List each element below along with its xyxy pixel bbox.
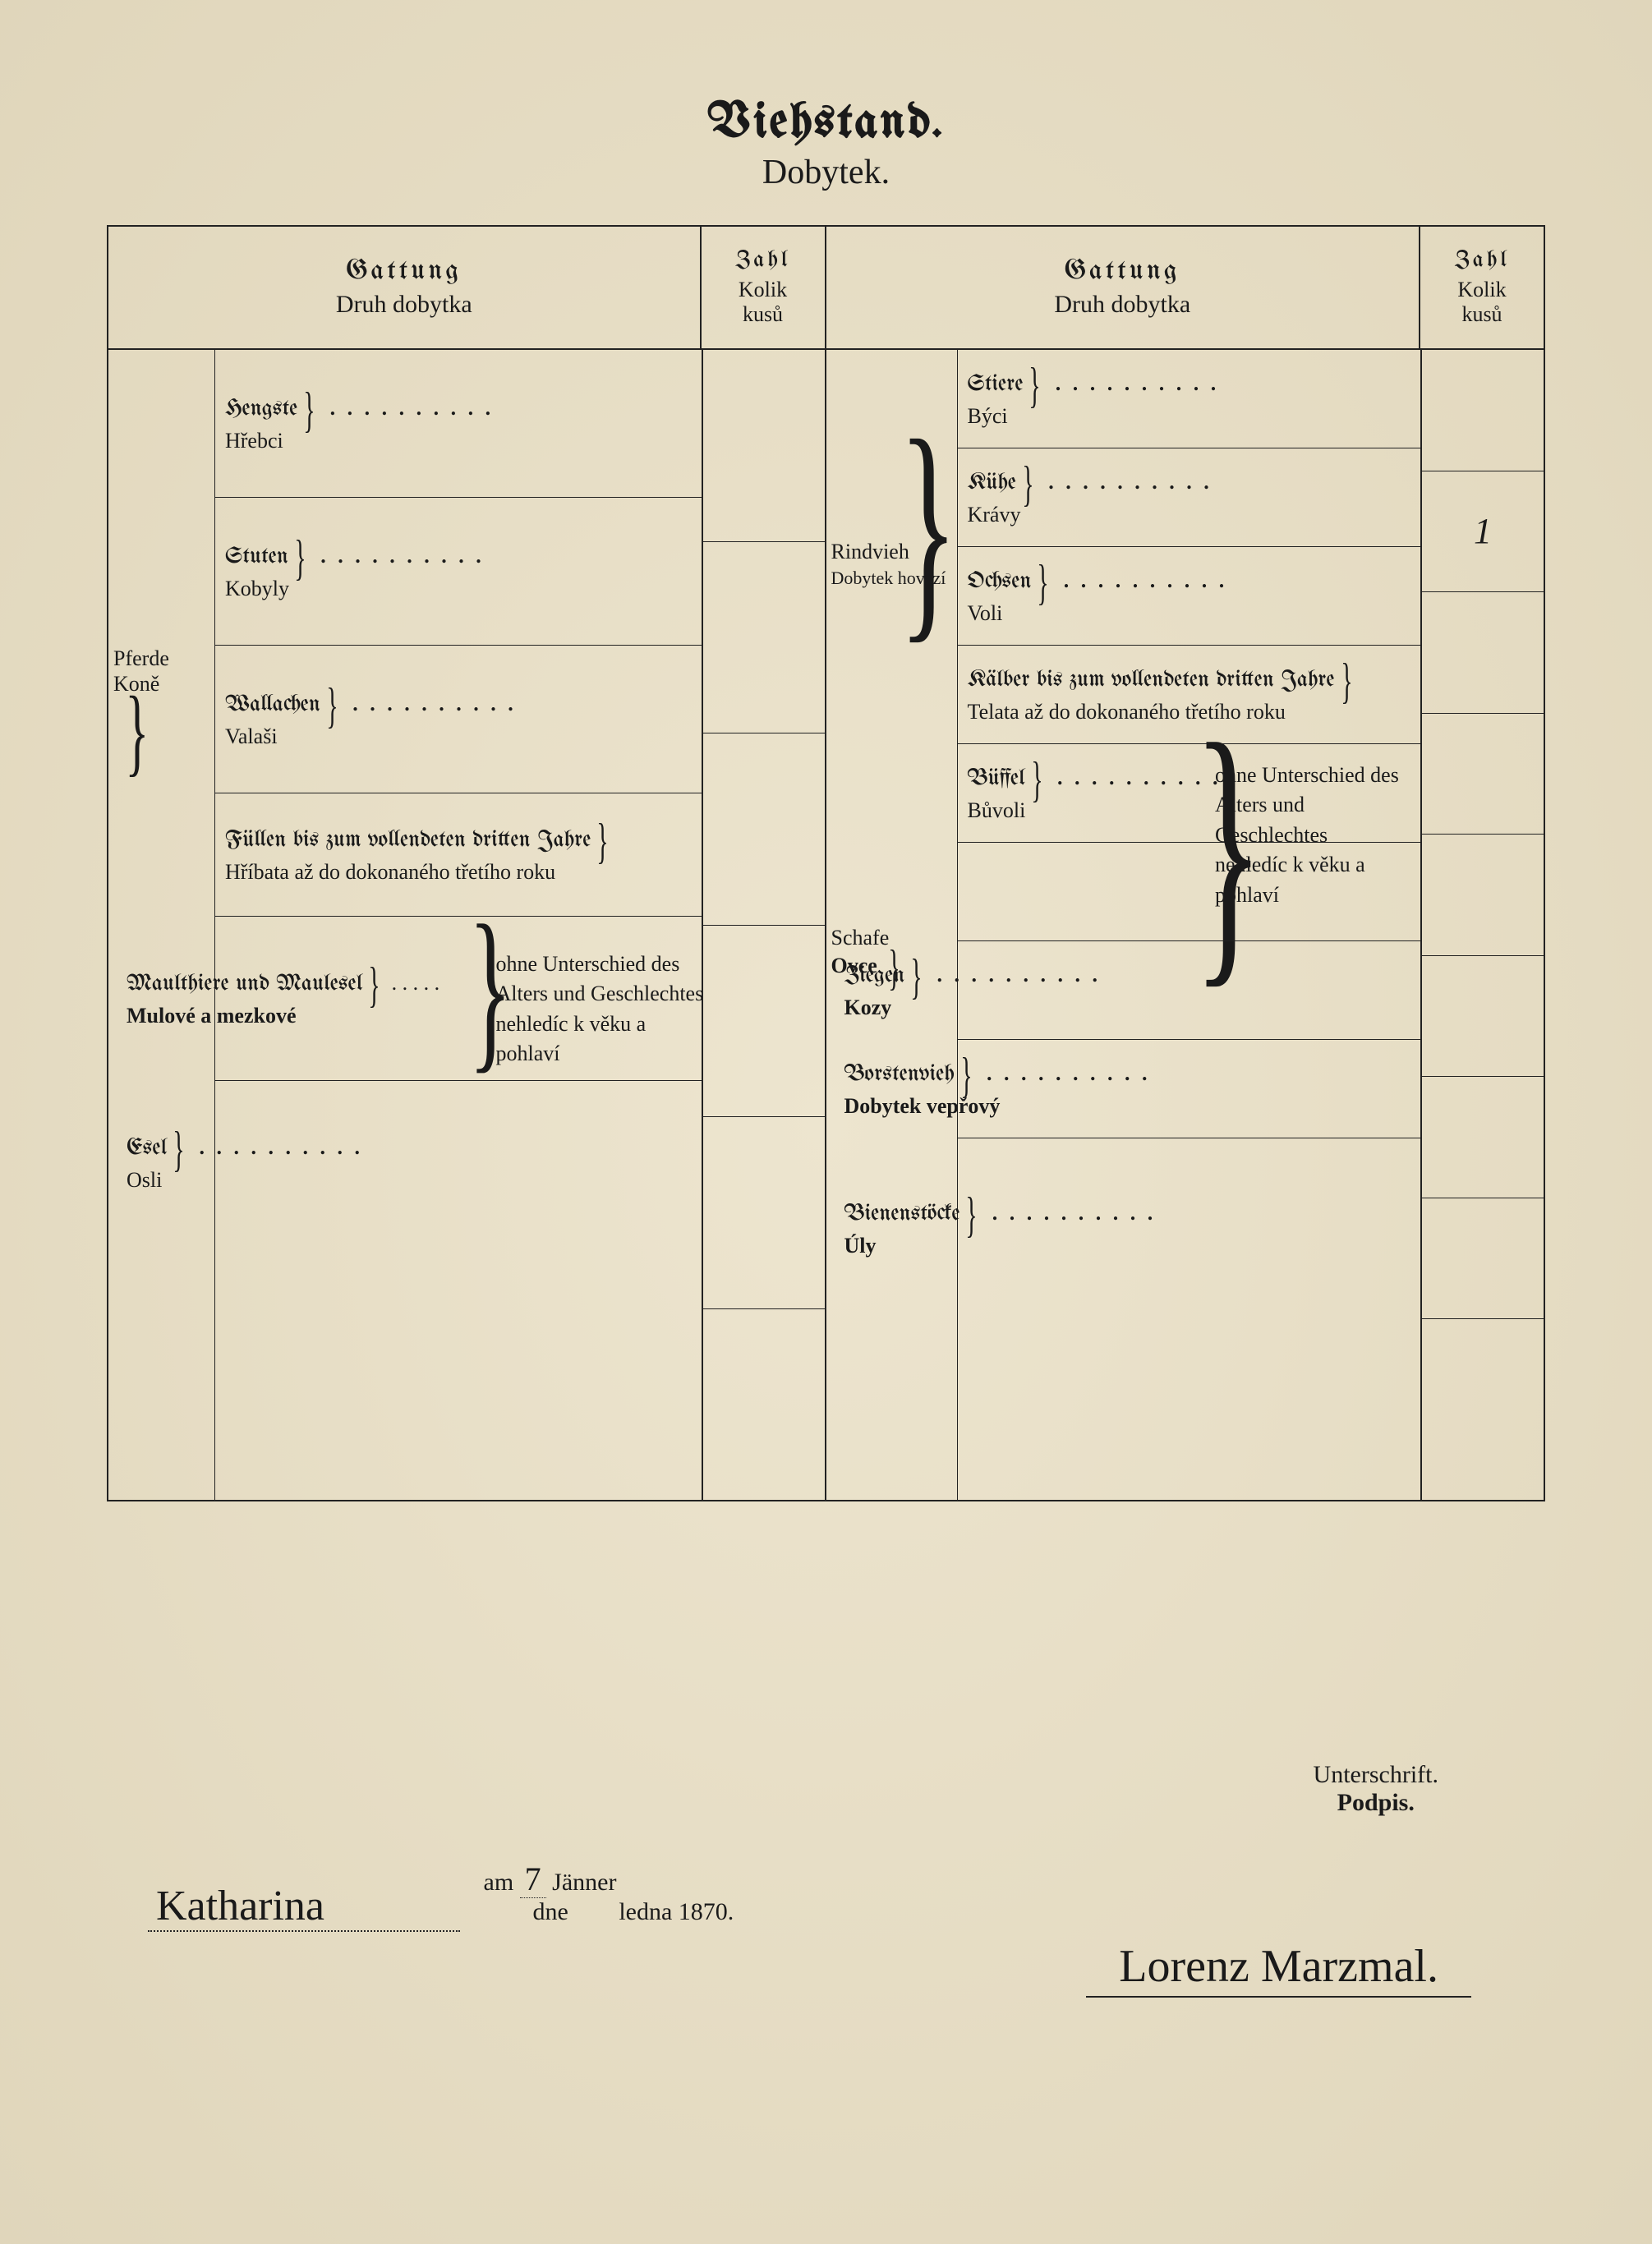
- zahl-bienen: [1422, 1319, 1544, 1500]
- header-gattung-right: Gattung Druh dobytka: [826, 227, 1421, 348]
- header-gattung-left: Gattung Druh dobytka: [108, 227, 702, 348]
- livestock-table: Gattung Druh dobytka Zahl Kolik kusů Pfe…: [107, 225, 1545, 1501]
- header-row-left: Gattung Druh dobytka Zahl Kolik kusů: [108, 227, 825, 350]
- left-half: Gattung Druh dobytka Zahl Kolik kusů Pfe…: [108, 227, 826, 1500]
- row-wallachen: Wallachen} Valaši: [215, 646, 702, 793]
- header-row-right: Gattung Druh dobytka Zahl Kolik kusů: [826, 227, 1544, 350]
- right-half: Gattung Druh dobytka Zahl Kolik kusů Rin…: [826, 227, 1544, 1500]
- main-signature: Lorenz Marzmal.: [1086, 1940, 1471, 1998]
- zahl-stiere: [1422, 350, 1544, 471]
- row-kaelber: Kälber bis zum vollendeten dritten Jahre…: [958, 646, 1421, 744]
- gattung-de: Gattung: [346, 256, 462, 286]
- row-hengste: Hengste} Hřebci: [215, 350, 702, 498]
- row-esel: Esel} Osli: [215, 1081, 702, 1245]
- row-bueffel: Büffel} Bůvoli } ohne Unterschied des Al…: [958, 744, 1421, 843]
- zahl-ochsen: [1422, 592, 1544, 714]
- gattung-cz: Druh dobytka: [336, 291, 472, 319]
- row-bienen: Bienenstöcke} Úly: [958, 1138, 1421, 1319]
- zahl-maulthiere: [703, 1117, 825, 1309]
- zahl-de: Zahl: [735, 249, 791, 273]
- header-zahl-right: Zahl Kolik kusů: [1420, 227, 1544, 348]
- rindvieh-label: Rindvieh Dobytek hovězí }: [831, 539, 955, 590]
- row-stuten: Stuten} Kobyly: [215, 498, 702, 646]
- row-ochsen: Ochsen} Voli: [958, 547, 1421, 646]
- pferde-label: Pferde Koně }: [113, 646, 210, 766]
- note-left: } ohne Unterschied des Alters und Geschl…: [496, 950, 710, 1069]
- zahl-kuehe: 1: [1422, 471, 1544, 593]
- zahl-cz2: kusů: [743, 302, 783, 327]
- row-schafe: .: [958, 843, 1421, 941]
- right-body: Rindvieh Dobytek hovězí } Schafe Ovce } …: [826, 350, 1544, 1500]
- left-body: Pferde Koně } Hengste} Hřebci Stuten} Ko…: [108, 350, 825, 1500]
- zahl-fuellen: [703, 926, 825, 1118]
- zahl-ziegen: [1422, 1077, 1544, 1198]
- zahl-hengste: [703, 350, 825, 542]
- zahl-bueffel: [1422, 835, 1544, 956]
- right-zahl-col: 1: [1420, 350, 1544, 1500]
- document-page: Viehstand. Dobytek. Gattung Druh dobytka…: [0, 0, 1652, 2244]
- zahl-stuten: [703, 542, 825, 734]
- row-kuehe: Kühe} Krávy: [958, 448, 1421, 547]
- place-signature: Katharina: [148, 1882, 460, 1932]
- row-maulthiere: Maulthiere und Maulesel} . . . . . Mulov…: [215, 917, 702, 1081]
- unterschrift-label: Unterschrift. Podpis.: [1314, 1761, 1438, 1817]
- zahl-cz1: Kolik: [739, 278, 787, 302]
- date-block: am 7 Jänner dne ledna 1870.: [484, 1860, 734, 1926]
- right-gatt-col: Stiere} Býci Kühe} Krávy Ochsen} Voli Kä…: [958, 350, 1421, 1500]
- left-gatt-col: Hengste} Hřebci Stuten} Kobyly Wallachen…: [215, 350, 702, 1500]
- zahl-esel: [703, 1309, 825, 1501]
- left-zahl-col: [702, 350, 825, 1500]
- zahl-schafe: [1422, 956, 1544, 1078]
- zahl-wallachen: [703, 733, 825, 926]
- row-stiere: Stiere} Býci: [958, 350, 1421, 448]
- zahl-borstenvieh: [1422, 1198, 1544, 1320]
- footer-line: Katharina am 7 Jänner dne ledna 1870.: [148, 1860, 1504, 1932]
- left-label-col: Pferde Koně }: [108, 350, 215, 1500]
- row-borstenvieh: Borstenvieh} Dobytek vepřový: [958, 1040, 1421, 1138]
- title-cz: Dobytek.: [66, 153, 1586, 192]
- row-fuellen: Füllen bis zum vollendeten dritten Jahre…: [215, 793, 702, 917]
- zahl-kaelber: [1422, 714, 1544, 835]
- title-de: Viehstand.: [66, 99, 1586, 149]
- right-label-col: Rindvieh Dobytek hovězí } Schafe Ovce }: [826, 350, 958, 1500]
- header-zahl-left: Zahl Kolik kusů: [702, 227, 825, 348]
- row-ziegen: Ziegen} Kozy: [958, 941, 1421, 1040]
